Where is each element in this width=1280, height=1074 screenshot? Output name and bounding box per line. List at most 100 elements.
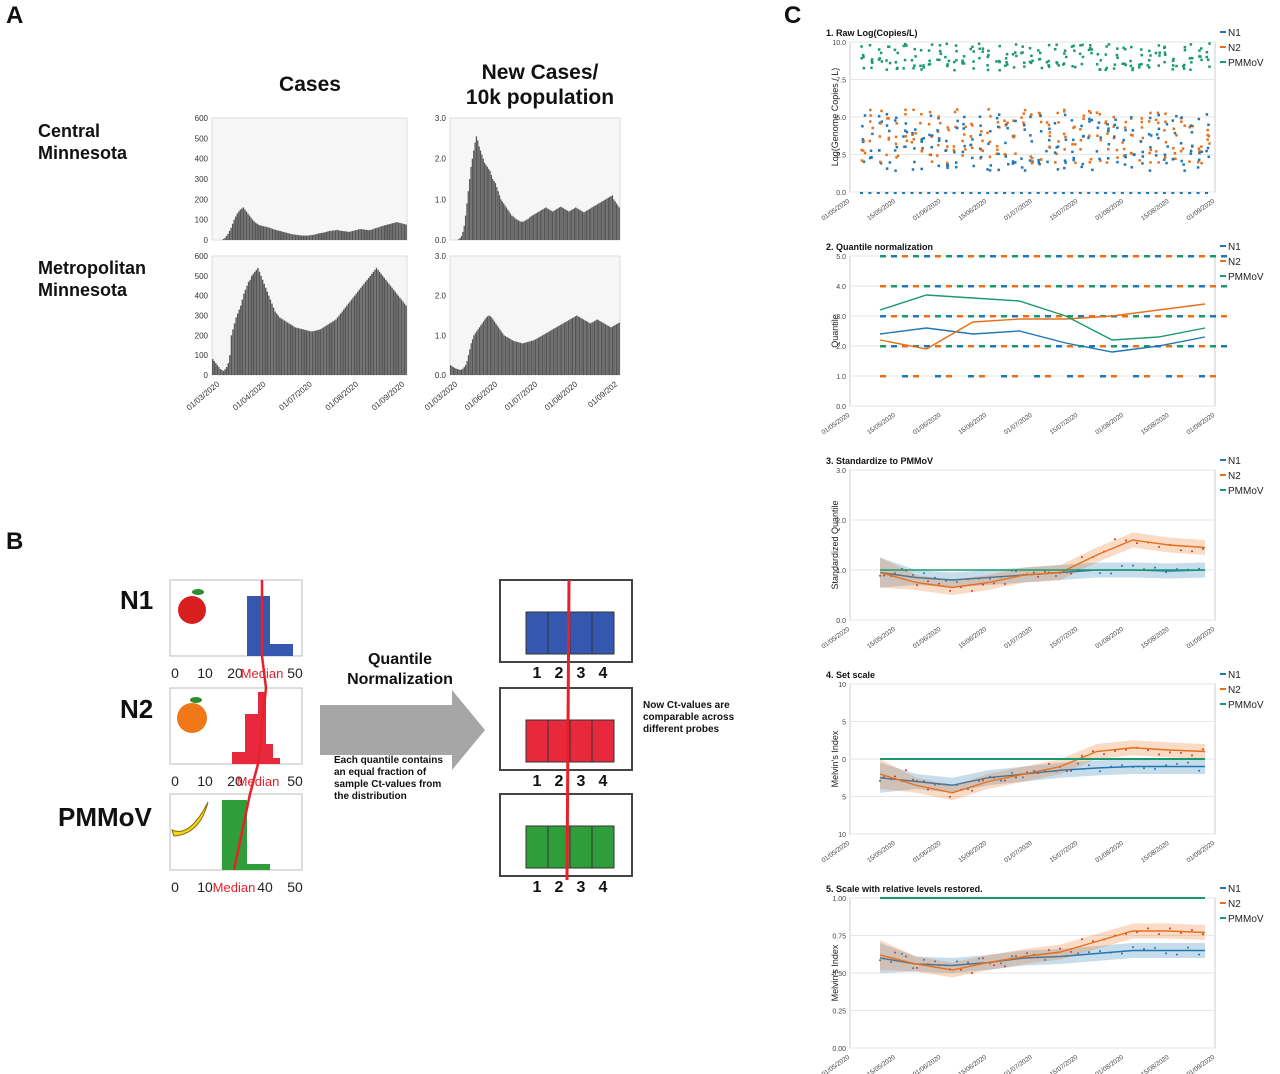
bar	[260, 275, 262, 375]
bar	[333, 230, 335, 240]
data-point	[971, 589, 973, 592]
data-point	[1148, 151, 1151, 155]
data-point	[1099, 950, 1101, 953]
bar	[396, 293, 398, 375]
data-point	[944, 149, 947, 152]
bar	[539, 336, 541, 375]
data-point	[1054, 161, 1057, 164]
bar	[305, 330, 308, 375]
bar	[613, 199, 615, 240]
y-tick-label: 600	[195, 252, 209, 261]
bar	[333, 320, 336, 375]
data-point	[945, 139, 948, 143]
bar	[391, 287, 393, 375]
bar	[574, 316, 576, 375]
bar	[513, 217, 516, 240]
data-point	[913, 375, 919, 378]
bar	[527, 218, 529, 240]
y-tick-label: 2.0	[435, 155, 447, 164]
data-point	[1045, 285, 1051, 288]
data-point	[1200, 58, 1203, 62]
bar	[554, 209, 556, 240]
data-point	[887, 117, 890, 120]
data-point	[1023, 61, 1026, 64]
data-point	[1205, 55, 1208, 59]
data-point	[962, 62, 966, 65]
bar	[451, 366, 453, 375]
bar	[275, 313, 278, 375]
x-tick-label: 01/07/2020	[1003, 198, 1034, 223]
data-point	[946, 166, 949, 170]
bar	[533, 340, 535, 375]
x-tick-label: 01/08/2020	[1094, 840, 1125, 865]
data-point	[981, 139, 984, 143]
data-point	[1210, 255, 1216, 258]
data-point	[1205, 192, 1208, 194]
data-point	[956, 119, 959, 123]
data-point	[903, 42, 907, 46]
data-point	[1038, 162, 1041, 166]
bar	[603, 200, 605, 240]
data-point	[957, 255, 963, 258]
data-point	[1078, 375, 1084, 378]
data-point	[1112, 136, 1116, 140]
bar	[268, 227, 271, 240]
data-point	[902, 145, 906, 149]
data-point	[1107, 127, 1110, 130]
data-point	[1154, 767, 1156, 770]
data-point	[1202, 547, 1204, 550]
data-point	[1038, 57, 1042, 61]
data-point	[1196, 160, 1200, 164]
data-point	[1154, 51, 1158, 55]
data-point	[1208, 42, 1211, 45]
subplot-1: 1. Raw Log(Copies/L)0.02.55.07.510.0Log(…	[820, 28, 1263, 222]
data-point	[1023, 108, 1027, 112]
data-point	[1191, 550, 1193, 553]
data-point	[887, 138, 891, 141]
data-point	[1014, 51, 1017, 54]
data-point	[1131, 68, 1134, 72]
data-point	[946, 255, 952, 258]
data-point	[1007, 162, 1010, 166]
y-tick-label: 0.0	[435, 371, 447, 380]
bar	[243, 293, 245, 375]
bar	[374, 269, 376, 375]
y-tick-label: 0	[204, 236, 209, 245]
bar	[324, 326, 326, 375]
bar	[473, 150, 475, 240]
histogram-bar	[245, 714, 258, 764]
x-tick-label: 10	[197, 773, 213, 789]
bar	[350, 299, 353, 375]
data-point	[1021, 45, 1024, 48]
bar	[494, 183, 497, 240]
bar	[288, 233, 291, 240]
data-point	[1045, 60, 1049, 64]
x-tick-label: 01/09/2020	[1185, 1054, 1216, 1074]
data-point	[1205, 113, 1209, 116]
bar	[387, 224, 389, 240]
bar	[259, 225, 261, 240]
bar	[314, 330, 317, 375]
legend-entry: PMMoV	[1228, 486, 1264, 497]
legend-entry: N2	[1228, 257, 1241, 268]
data-point	[1157, 127, 1161, 131]
data-point	[883, 574, 885, 577]
data-point	[1062, 132, 1066, 136]
bar	[493, 321, 496, 375]
data-point	[1088, 117, 1091, 121]
bar	[596, 319, 598, 375]
bar	[227, 363, 230, 375]
data-point	[1096, 126, 1100, 129]
data-point	[1114, 749, 1116, 752]
data-point	[1071, 150, 1074, 154]
data-point	[1208, 142, 1211, 145]
data-point	[912, 108, 915, 112]
data-point	[1188, 192, 1192, 194]
data-point	[967, 961, 969, 964]
data-point	[1177, 345, 1183, 348]
data-point	[1115, 148, 1119, 152]
panel-letter-b: B	[6, 528, 24, 555]
data-point	[989, 164, 993, 167]
data-point	[1006, 126, 1009, 130]
data-point	[869, 120, 872, 123]
